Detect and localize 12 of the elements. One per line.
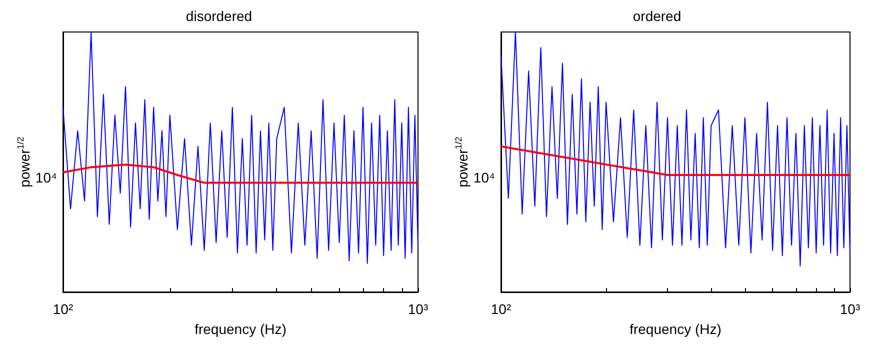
x-tick-label: 10² xyxy=(52,301,74,317)
x-tick-label: 10² xyxy=(490,301,512,317)
x-axis-title: frequency (Hz) xyxy=(194,321,286,337)
chart-title: disordered xyxy=(186,8,252,24)
x-tick-label: 10³ xyxy=(840,301,860,317)
x-tick-label: 10³ xyxy=(408,301,428,317)
x-axis-title: frequency (Hz) xyxy=(630,321,722,337)
chart-title: ordered xyxy=(632,8,682,24)
y-axis-title: power1/2 xyxy=(454,136,470,188)
text: 10⁴ xyxy=(35,170,57,186)
text: 10⁴ xyxy=(473,170,495,186)
y-axis-title: power1/2 xyxy=(16,136,32,188)
